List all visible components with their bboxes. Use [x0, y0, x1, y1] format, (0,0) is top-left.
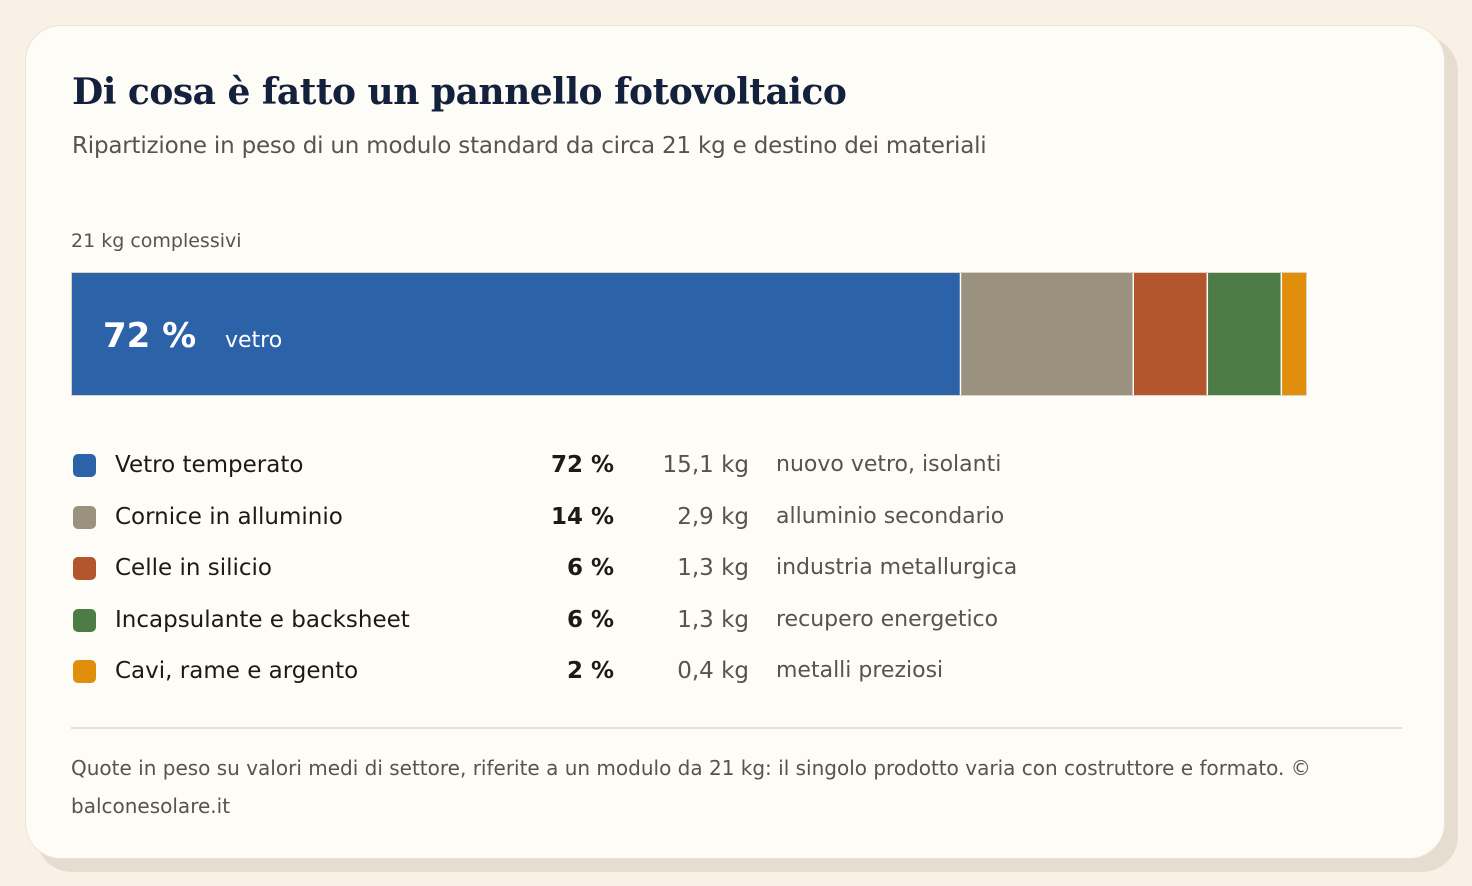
total-weight-label: 21 kg complessivi	[71, 230, 242, 252]
bar-frame	[71, 272, 1307, 396]
legend-row: Cornice in alluminio 14 % 2,9 kg alluminio …	[71, 492, 1071, 544]
material-weight: 15,1 kg	[662, 452, 749, 478]
legend-row: Incapsulante e backsheet 6 % 1,3 kg recuper…	[71, 595, 1071, 647]
material-percent: 14 %	[550, 503, 614, 530]
legend-table: Vetro temperato 72 % 15,1 kg nuovo vetro, i…	[71, 440, 1071, 698]
material-name: Vetro temperato	[115, 452, 304, 478]
material-name: Celle in silicio	[115, 555, 272, 581]
divider	[71, 727, 1402, 729]
material-name: Incapsulante e backsheet	[115, 606, 410, 633]
legend-row: Vetro temperato 72 % 15,1 kg nuovo vetro, i…	[71, 440, 1071, 492]
bar-segment-1	[72, 273, 961, 395]
legend-swatch	[73, 660, 96, 683]
material-destination: alluminio secondario	[776, 503, 1005, 529]
legend-swatch	[73, 608, 96, 632]
bar-segment-5	[1281, 273, 1306, 395]
bar-segment-4	[1207, 273, 1282, 395]
stacked-bar-chart: 72 % vetro	[71, 272, 1307, 396]
chart-title: Di cosa è fatto un pannello fotovoltaico	[72, 71, 847, 113]
bar-label-text: vetro	[225, 328, 282, 353]
material-destination: recupero energetico	[776, 606, 999, 632]
chart-card: Di cosa è fatto un pannello fotovoltaico…	[25, 25, 1445, 859]
material-name: Cornice in alluminio	[115, 503, 343, 530]
bar-segment-3	[1133, 273, 1208, 395]
legend-swatch	[73, 557, 96, 580]
legend-swatch	[73, 454, 96, 477]
footnote: Quote in peso su valori medi di settore,…	[71, 756, 1311, 818]
material-weight: 0,4 kg	[677, 658, 749, 684]
material-percent: 6 %	[566, 606, 614, 633]
bar-segment-2	[960, 273, 1134, 395]
material-weight: 2,9 kg	[677, 503, 749, 530]
legend-row: Cavi, rame e argento 2 % 0,4 kg metalli pre…	[71, 646, 1071, 698]
material-name: Cavi, rame e argento	[115, 658, 359, 684]
material-percent: 2 %	[566, 658, 614, 684]
material-destination: metalli preziosi	[776, 658, 944, 683]
material-destination: nuovo vetro, isolanti	[776, 452, 1002, 477]
material-weight: 1,3 kg	[677, 555, 749, 581]
material-weight: 1,3 kg	[677, 606, 749, 633]
material-percent: 6 %	[566, 555, 614, 581]
legend-swatch	[73, 505, 96, 529]
legend-row: Celle in silicio 6 % 1,3 kg industria metal…	[71, 543, 1071, 595]
material-destination: industria metallurgica	[776, 555, 1018, 580]
chart-subtitle: Ripartizione in peso di un modulo standa…	[72, 133, 987, 159]
material-percent: 72 %	[550, 452, 614, 478]
bar-label-value: 72 %	[103, 316, 196, 356]
